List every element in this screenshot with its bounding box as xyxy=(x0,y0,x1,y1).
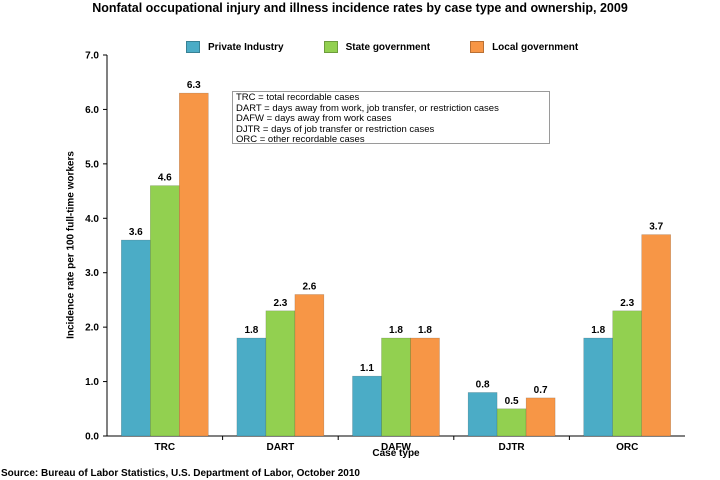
bar-dart-series-2 xyxy=(294,294,325,437)
data-label-trc-series-2: 6.3 xyxy=(187,80,201,91)
legend-label-local: Local government xyxy=(492,41,579,53)
x-tick-label-orc: ORC xyxy=(616,442,638,453)
bar-dafw-series-2 xyxy=(410,337,440,437)
data-label-trc-series-1: 4.6 xyxy=(158,173,172,184)
y-tick-label-1: 1.0 xyxy=(85,377,99,388)
y-tick-label-5: 5.0 xyxy=(85,159,99,170)
bar-djtr-series-0 xyxy=(467,392,498,437)
legend-swatch-local xyxy=(470,41,485,53)
chart-title: Nonfatal occupational injury and illness… xyxy=(92,1,628,15)
legend-item-local: Local government xyxy=(470,41,578,53)
data-label-trc-series-0: 3.6 xyxy=(129,227,143,238)
legend-label-state: State government xyxy=(345,41,431,53)
data-label-dafw-series-1: 1.8 xyxy=(389,325,403,336)
legend-swatch-private xyxy=(186,41,200,53)
data-label-djtr-series-1: 0.5 xyxy=(505,396,519,407)
abbrev-line-dart: DART = days away from work, job transfer… xyxy=(236,102,499,114)
data-label-orc-series-2: 3.7 xyxy=(649,222,663,233)
bar-dafw-series-0 xyxy=(352,375,382,437)
legend-swatch-state xyxy=(323,41,338,53)
bar-orc-series-0 xyxy=(583,337,613,437)
x-axis-title: Case type xyxy=(372,448,420,459)
abbrev-line-dafw: DAFW = days away from work cases xyxy=(236,113,392,125)
bar-trc-series-2 xyxy=(179,92,209,437)
y-axis-title: Incidence rate per 100 full-time workers xyxy=(65,151,77,339)
y-tick-label-0: 0.0 xyxy=(85,432,99,443)
abbreviation-note-box: TRC = total recordable cases DART = days… xyxy=(232,91,550,146)
abbrev-line-orc: ORC = other recordable cases xyxy=(236,134,365,146)
data-label-orc-series-1: 2.3 xyxy=(620,298,634,309)
bar-orc-series-1 xyxy=(612,310,642,437)
data-label-djtr-series-2: 0.7 xyxy=(534,385,548,396)
y-tick-label-4: 4.0 xyxy=(85,214,99,225)
data-label-dart-series-1: 2.3 xyxy=(273,298,287,309)
legend: Private Industry State government Local … xyxy=(186,41,618,53)
data-label-dafw-series-0: 1.1 xyxy=(360,363,374,374)
legend-item-state: State government xyxy=(323,41,431,53)
source-note: Source: Bureau of Labor Statistics, U.S.… xyxy=(1,468,360,479)
bar-djtr-series-2 xyxy=(525,397,556,437)
data-label-dart-series-0: 1.8 xyxy=(244,325,258,336)
y-tick-label-3: 3.0 xyxy=(85,268,99,279)
x-tick-label-trc: TRC xyxy=(155,442,176,453)
bar-dafw-series-1 xyxy=(381,337,411,437)
bar-trc-series-0 xyxy=(121,239,151,437)
data-label-dart-series-2: 2.6 xyxy=(302,281,316,292)
x-tick-label-dafw: DAFW xyxy=(381,442,412,453)
data-label-orc-series-0: 1.8 xyxy=(591,325,605,336)
data-label-dafw-series-2: 1.8 xyxy=(418,325,432,336)
bar-dart-series-0 xyxy=(236,337,267,437)
abbrev-line-trc: TRC = total recordable cases xyxy=(236,92,360,103)
bar-djtr-series-1 xyxy=(496,408,527,437)
bar-trc-series-1 xyxy=(150,185,180,437)
x-tick-label-dart: DART xyxy=(267,442,295,453)
bar-orc-series-2 xyxy=(641,234,671,437)
y-tick-label-7: 7.0 xyxy=(85,51,99,62)
bar-dart-series-1 xyxy=(265,310,296,437)
legend-label-private: Private Industry xyxy=(208,41,284,53)
y-tick-label-2: 2.0 xyxy=(85,323,99,334)
y-tick-label-6: 6.0 xyxy=(85,105,99,116)
x-tick-label-djtr: DJTR xyxy=(499,442,526,453)
legend-item-private: Private Industry xyxy=(186,41,284,53)
abbrev-line-djtr: DJTR = days of job transfer or restricti… xyxy=(236,123,435,135)
data-label-djtr-series-0: 0.8 xyxy=(476,379,490,390)
